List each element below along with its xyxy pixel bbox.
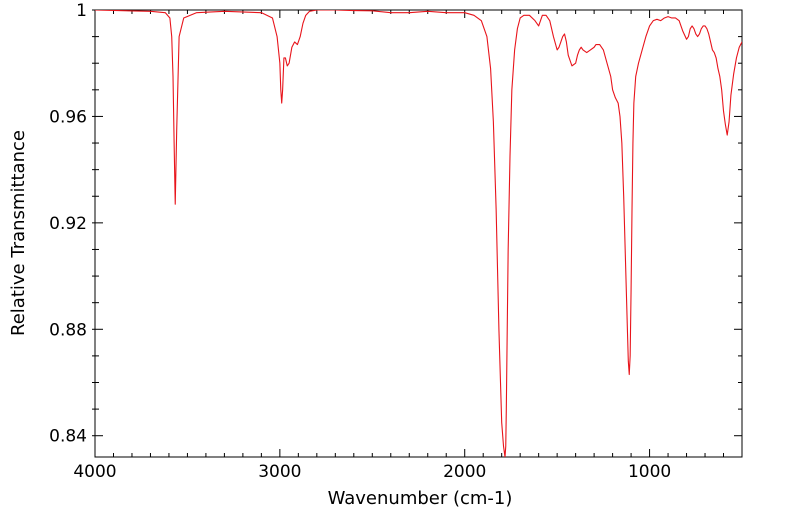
y-tick-label: 0.88 — [49, 320, 87, 340]
y-tick-label: 0.96 — [49, 107, 87, 127]
x-tick-label: 1000 — [628, 462, 671, 482]
y-axis-tick-labels: 1 0.96 0.92 0.88 0.84 — [49, 1, 87, 447]
x-tick-label: 4000 — [73, 462, 116, 482]
y-tick-label: 0.92 — [49, 214, 87, 234]
x-tick-label: 3000 — [258, 462, 301, 482]
x-axis-tick-labels: 4000 3000 2000 1000 — [73, 462, 671, 482]
y-tick-label: 1 — [76, 1, 87, 21]
plot-frame — [94, 9, 743, 458]
series-group — [95, 10, 742, 457]
spectrum-line — [95, 10, 742, 457]
plot-area — [94, 9, 743, 458]
axis-ticks — [92, 9, 743, 457]
x-tick-label: 2000 — [443, 462, 486, 482]
y-axis-title: Relative Transmittance — [8, 130, 29, 336]
y-tick-label: 0.84 — [49, 427, 87, 447]
x-axis-title: Wavenumber (cm-1) — [328, 488, 513, 509]
